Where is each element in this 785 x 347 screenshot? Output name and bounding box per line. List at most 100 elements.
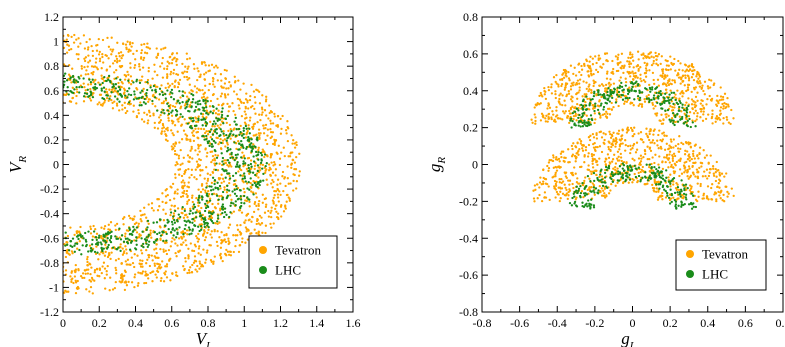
data-point-tevatron [561, 103, 564, 107]
data-point-tevatron [690, 157, 693, 161]
data-point-tevatron [199, 190, 203, 194]
data-point-tevatron [282, 210, 286, 213]
data-point-tevatron [626, 144, 630, 148]
data-point-tevatron [535, 104, 538, 107]
data-point-lhc [254, 173, 257, 177]
data-point-tevatron [574, 156, 578, 159]
data-point-lhc [111, 246, 115, 249]
data-point-lhc [224, 176, 227, 179]
data-point-lhc [668, 118, 671, 121]
data-point-tevatron [198, 260, 201, 263]
data-point-tevatron [615, 98, 618, 101]
data-point-tevatron [252, 90, 256, 93]
data-point-tevatron [279, 182, 282, 185]
data-point-lhc [100, 87, 103, 90]
data-point-lhc [245, 127, 248, 130]
data-point-lhc [177, 213, 180, 216]
data-point-lhc [166, 221, 169, 224]
data-point-tevatron [146, 122, 149, 125]
data-point-tevatron [587, 66, 591, 69]
data-point-tevatron [602, 141, 605, 144]
data-point-lhc [587, 120, 590, 124]
data-point-tevatron [110, 53, 113, 56]
data-point-tevatron [618, 138, 621, 141]
data-point-lhc [178, 89, 181, 93]
data-point-tevatron [232, 250, 235, 254]
data-point-tevatron [600, 150, 604, 154]
data-point-tevatron [619, 152, 622, 156]
data-point-tevatron [628, 62, 631, 66]
data-point-tevatron [586, 188, 589, 192]
data-point-tevatron [718, 186, 721, 189]
data-point-tevatron [604, 163, 607, 166]
data-point-lhc [614, 101, 618, 104]
data-point-tevatron [113, 89, 116, 92]
data-point-tevatron [600, 95, 603, 99]
data-point-lhc [586, 205, 589, 208]
data-point-lhc [162, 239, 165, 243]
data-point-lhc [646, 179, 650, 182]
data-point-lhc [571, 119, 574, 123]
x-tick-label: 0.4 [700, 316, 715, 330]
data-point-tevatron [652, 169, 655, 172]
data-point-tevatron [555, 105, 558, 109]
data-point-tevatron [165, 263, 169, 266]
data-point-lhc [194, 105, 198, 109]
data-point-tevatron [550, 92, 554, 95]
data-point-lhc [670, 91, 673, 94]
data-point-tevatron [727, 192, 730, 195]
data-point-tevatron [146, 42, 149, 45]
data-point-tevatron [182, 241, 185, 244]
data-point-tevatron [624, 143, 627, 147]
data-point-lhc [647, 97, 650, 100]
data-point-tevatron [243, 191, 246, 194]
y-tick-label: 0.4 [44, 108, 59, 122]
data-point-lhc [178, 226, 181, 229]
data-point-lhc [243, 202, 246, 205]
data-point-tevatron [129, 83, 133, 86]
data-point-tevatron [92, 70, 95, 74]
data-point-tevatron [183, 118, 186, 121]
data-point-tevatron [286, 120, 289, 123]
data-point-tevatron [100, 226, 103, 229]
data-point-lhc [236, 161, 239, 164]
data-point-tevatron [187, 247, 190, 250]
data-point-tevatron [194, 127, 197, 130]
data-point-tevatron [108, 253, 111, 256]
data-point-tevatron [639, 66, 642, 69]
data-point-tevatron [697, 171, 700, 174]
data-point-lhc [101, 81, 104, 85]
data-point-lhc [138, 104, 141, 107]
x-tick-label: 1 [241, 316, 247, 330]
data-point-tevatron [608, 130, 611, 133]
data-point-lhc [113, 95, 117, 98]
data-point-tevatron [652, 133, 655, 136]
data-point-tevatron [559, 152, 563, 155]
data-point-tevatron [175, 60, 178, 63]
data-point-lhc [107, 243, 110, 247]
data-point-tevatron [578, 89, 581, 92]
data-point-lhc [226, 188, 229, 191]
data-point-tevatron [93, 268, 97, 272]
data-point-tevatron [234, 244, 237, 248]
data-point-tevatron [569, 88, 573, 91]
data-point-tevatron [617, 155, 620, 158]
data-point-tevatron [588, 88, 591, 91]
data-point-tevatron [179, 163, 182, 166]
data-point-tevatron [166, 126, 169, 130]
data-point-tevatron [639, 154, 643, 157]
data-point-lhc [235, 123, 238, 126]
data-point-lhc [575, 205, 579, 208]
data-point-tevatron [65, 38, 68, 41]
data-point-lhc [672, 176, 676, 180]
data-point-tevatron [591, 159, 594, 163]
data-point-lhc [78, 91, 81, 94]
data-point-tevatron [255, 232, 258, 235]
data-point-tevatron [100, 67, 103, 70]
data-point-tevatron [176, 85, 180, 89]
data-point-tevatron [591, 63, 595, 66]
data-point-lhc [190, 92, 193, 96]
data-point-tevatron [246, 101, 249, 104]
data-point-lhc [81, 244, 84, 247]
data-point-lhc [257, 150, 260, 154]
